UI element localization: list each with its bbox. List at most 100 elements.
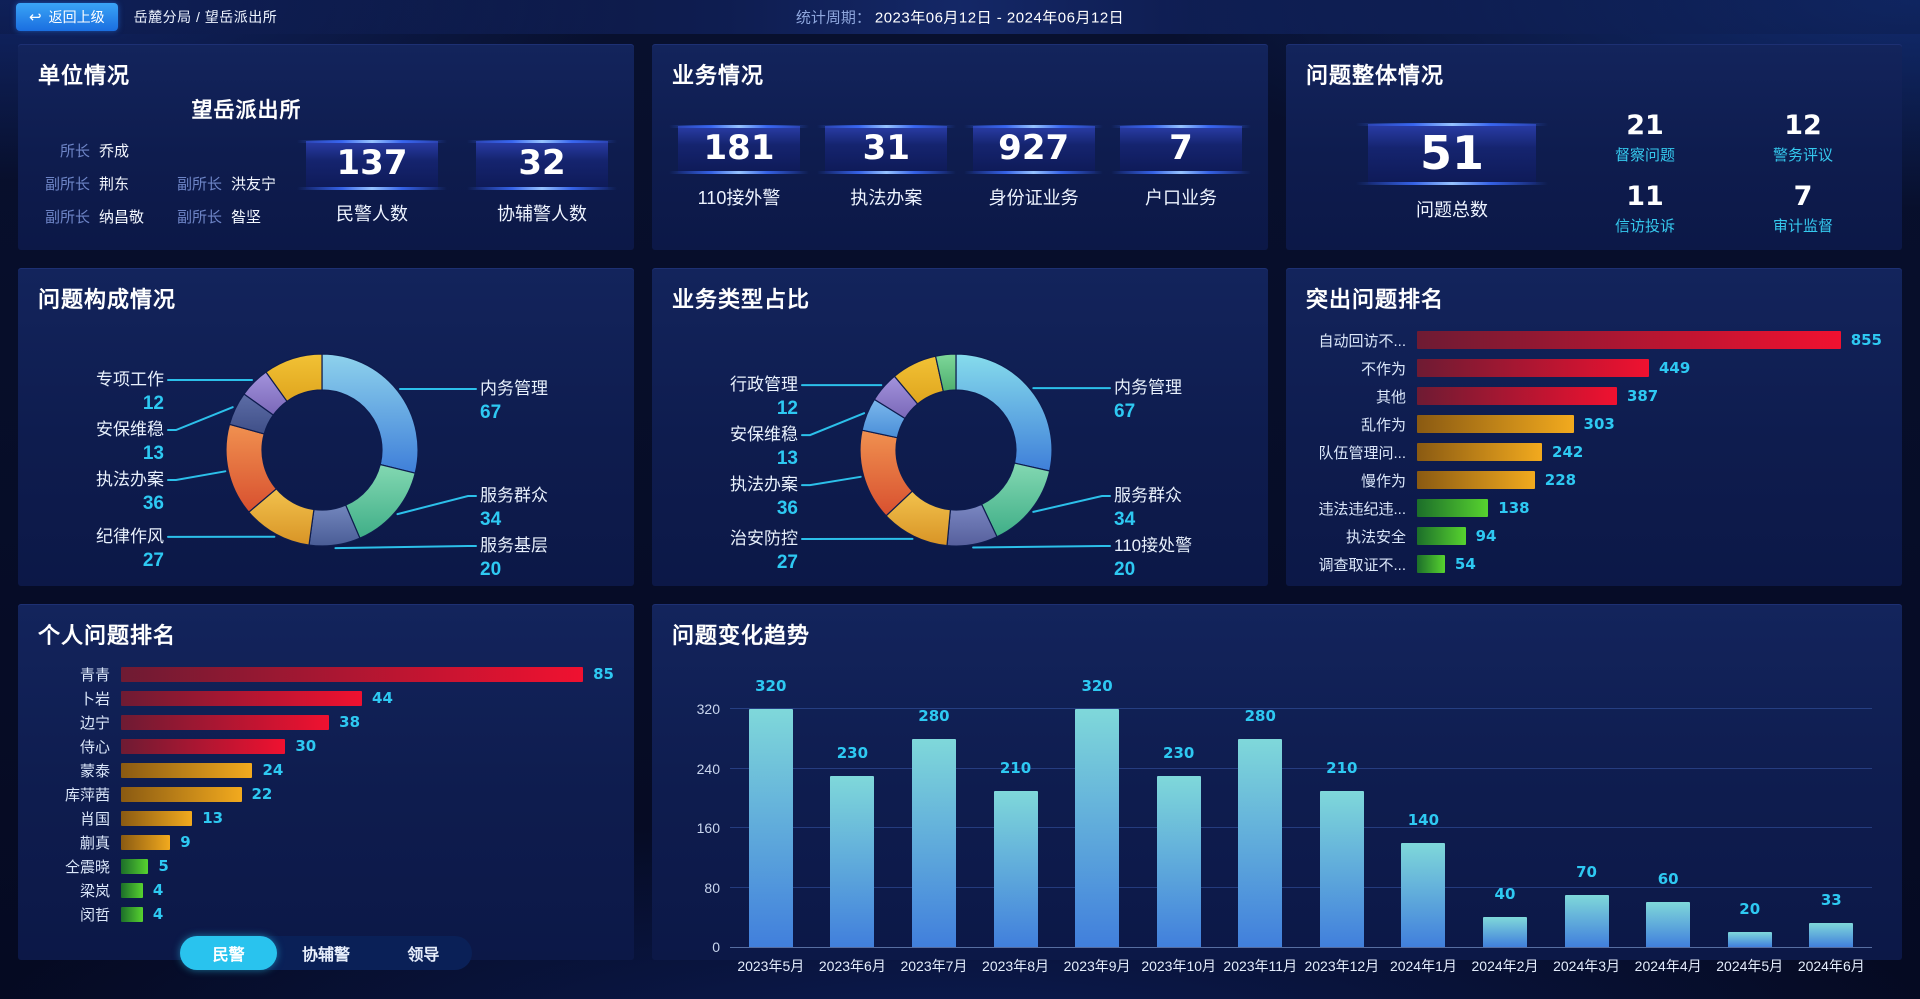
trend-bars: 320 230 280 210 320 230 280 210 140 40 70 60 20 33 (730, 677, 1873, 947)
pie-label: 安保维稳 (96, 420, 164, 439)
bar-segment (121, 906, 143, 922)
pie-label-connector (396, 495, 477, 516)
problem-total-stat: 51 问题总数 (1356, 122, 1548, 223)
stat-block: 137 民警人数 (296, 140, 448, 225)
top-problems-chart: 自动回访不... 855 不作为 449 其他 387 乱作为 303 队伍管理问... 242 慢… (1306, 326, 1882, 578)
bar-segment (1417, 471, 1535, 489)
bar-value: 449 (1658, 359, 1691, 377)
bar-row: 闵哲 4 (38, 902, 614, 926)
pie-label-connector (167, 406, 234, 431)
trend-column: 230 (1138, 702, 1220, 947)
breadcrumb: 岳麓分局 / 望岳派出所 (133, 9, 278, 25)
bar-segment (1238, 739, 1283, 947)
leader-role: 副所长 (44, 176, 90, 193)
bar-row: 边宁 38 (38, 710, 614, 734)
bar-value: 303 (1583, 415, 1615, 433)
bar-category-label: 青青 (79, 666, 110, 684)
substat-value: 11 (1626, 181, 1664, 213)
x-axis-label: 2023年11月 (1223, 958, 1298, 974)
back-button[interactable]: ↩ 返回上级 (16, 3, 118, 31)
y-axis-tick: 240 (696, 760, 720, 777)
pie-label: 执法办案 (730, 475, 798, 494)
pie-value: 36 (777, 498, 798, 519)
business-stats: 181 110接外警 31 执法办案 927 身份证业务 7 户口业务 (669, 124, 1251, 210)
tab-option[interactable]: 领导 (375, 936, 472, 970)
panel-title-problem-trend: 问题变化趋势 (672, 623, 811, 648)
y-axis-tick: 160 (696, 820, 720, 837)
trend-column: 230 (812, 702, 894, 947)
bar-category-label: 乱作为 (1360, 416, 1406, 434)
trend-column: 20 (1709, 702, 1791, 947)
stat-label: 110接外警 (697, 188, 781, 209)
bar-row: 仝震晓 5 (38, 854, 614, 878)
pie-label: 内务管理 (480, 379, 548, 398)
bar-category-label: 调查取证不... (1318, 556, 1406, 574)
panel-title-problem-overall: 问题整体情况 (1306, 63, 1445, 88)
panel-title-unit: 单位情况 (38, 63, 131, 88)
pie-slice (321, 353, 419, 474)
x-axis-label: 2023年7月 (900, 958, 968, 974)
pie-label: 服务群众 (1114, 486, 1182, 505)
bar-track: 9 (121, 833, 614, 851)
pie-value: 20 (480, 559, 501, 578)
bar-segment (748, 709, 793, 947)
bar-segment (1401, 843, 1446, 947)
pie-value: 20 (1114, 559, 1135, 578)
pie-value: 12 (777, 398, 798, 419)
stat-value: 31 (862, 128, 910, 168)
bar-track: 85 (121, 665, 614, 683)
trend-column: 280 (893, 702, 975, 947)
bar-segment (1564, 895, 1609, 947)
stat-label: 协辅警人数 (497, 203, 587, 224)
pie-value: 27 (777, 552, 798, 573)
bar-value: 33 (1820, 890, 1842, 909)
stat-block: 927 身份证业务 (964, 124, 1104, 210)
bar-category-label: 肖国 (79, 810, 110, 828)
bar-row: 慢作为 228 (1306, 466, 1882, 494)
gridline (730, 827, 1872, 829)
substat-value: 12 (1784, 110, 1822, 141)
leader-name: 乔成 (99, 143, 130, 160)
bar-value: 20 (1739, 900, 1761, 919)
trend-plot: 0 80 160 240 320 320 230 280 210 320 230 280 210 140 4… (697, 677, 1873, 955)
pie-label: 执法办案 (96, 470, 164, 489)
substat-label: 信访投诉 (1614, 218, 1675, 236)
bar-value: 4 (152, 905, 164, 923)
panel-title-business: 业务情况 (672, 63, 765, 88)
pie-value: 67 (1114, 401, 1135, 422)
trend-column: 140 (1383, 702, 1465, 947)
bar-category-label: 边宁 (79, 714, 110, 732)
leader-role: 副所长 (177, 176, 223, 193)
tab-option[interactable]: 协辅警 (277, 936, 374, 970)
stat-ribbon: 31 (816, 124, 956, 175)
tab-option[interactable]: 民警 (180, 936, 278, 970)
bar-segment (1809, 922, 1854, 947)
bar-category-label: 仝震晓 (64, 858, 110, 876)
stat-ribbon: 7 (1111, 124, 1251, 175)
substat-value: 7 (1793, 181, 1813, 213)
trend-column: 33 (1791, 702, 1873, 947)
bar-segment (1156, 776, 1201, 947)
pie-value: 13 (143, 443, 164, 464)
ranking-tabbar: 民警 协辅警 领导 (180, 936, 472, 970)
back-arrow-icon: ↩ (29, 8, 42, 26)
bar-segment (121, 738, 286, 754)
bar-value: 138 (1498, 499, 1530, 517)
bar-track: 228 (1417, 471, 1882, 489)
bar-value: 320 (1081, 677, 1113, 696)
bar-track: 38 (121, 713, 614, 731)
pie-value: 34 (1114, 509, 1136, 530)
unit-stats: 137 民警人数 32 协辅警人数 (296, 140, 618, 225)
leader-name: 荆东 (99, 176, 130, 193)
stat-block: 181 110接外警 (669, 124, 809, 210)
leader-role: 副所长 (177, 209, 223, 226)
bar-value: 60 (1657, 870, 1679, 889)
pie-label: 内务管理 (1114, 378, 1182, 397)
bar-value: 5 (158, 857, 169, 875)
panel-title-personal-ranking: 个人问题排名 (38, 623, 177, 648)
bar-row: 其他 387 (1306, 382, 1882, 410)
problem-substat: 21 督察问题 (1566, 110, 1724, 165)
problem-composition-panel: 问题构成情况 专项工作 12 安保维稳 13 执法办案 36 纪律作风 27 内务管理 67 服务群… (18, 268, 634, 586)
station-name: 望岳派出所 (191, 99, 302, 122)
bar-value: 140 (1407, 811, 1440, 830)
